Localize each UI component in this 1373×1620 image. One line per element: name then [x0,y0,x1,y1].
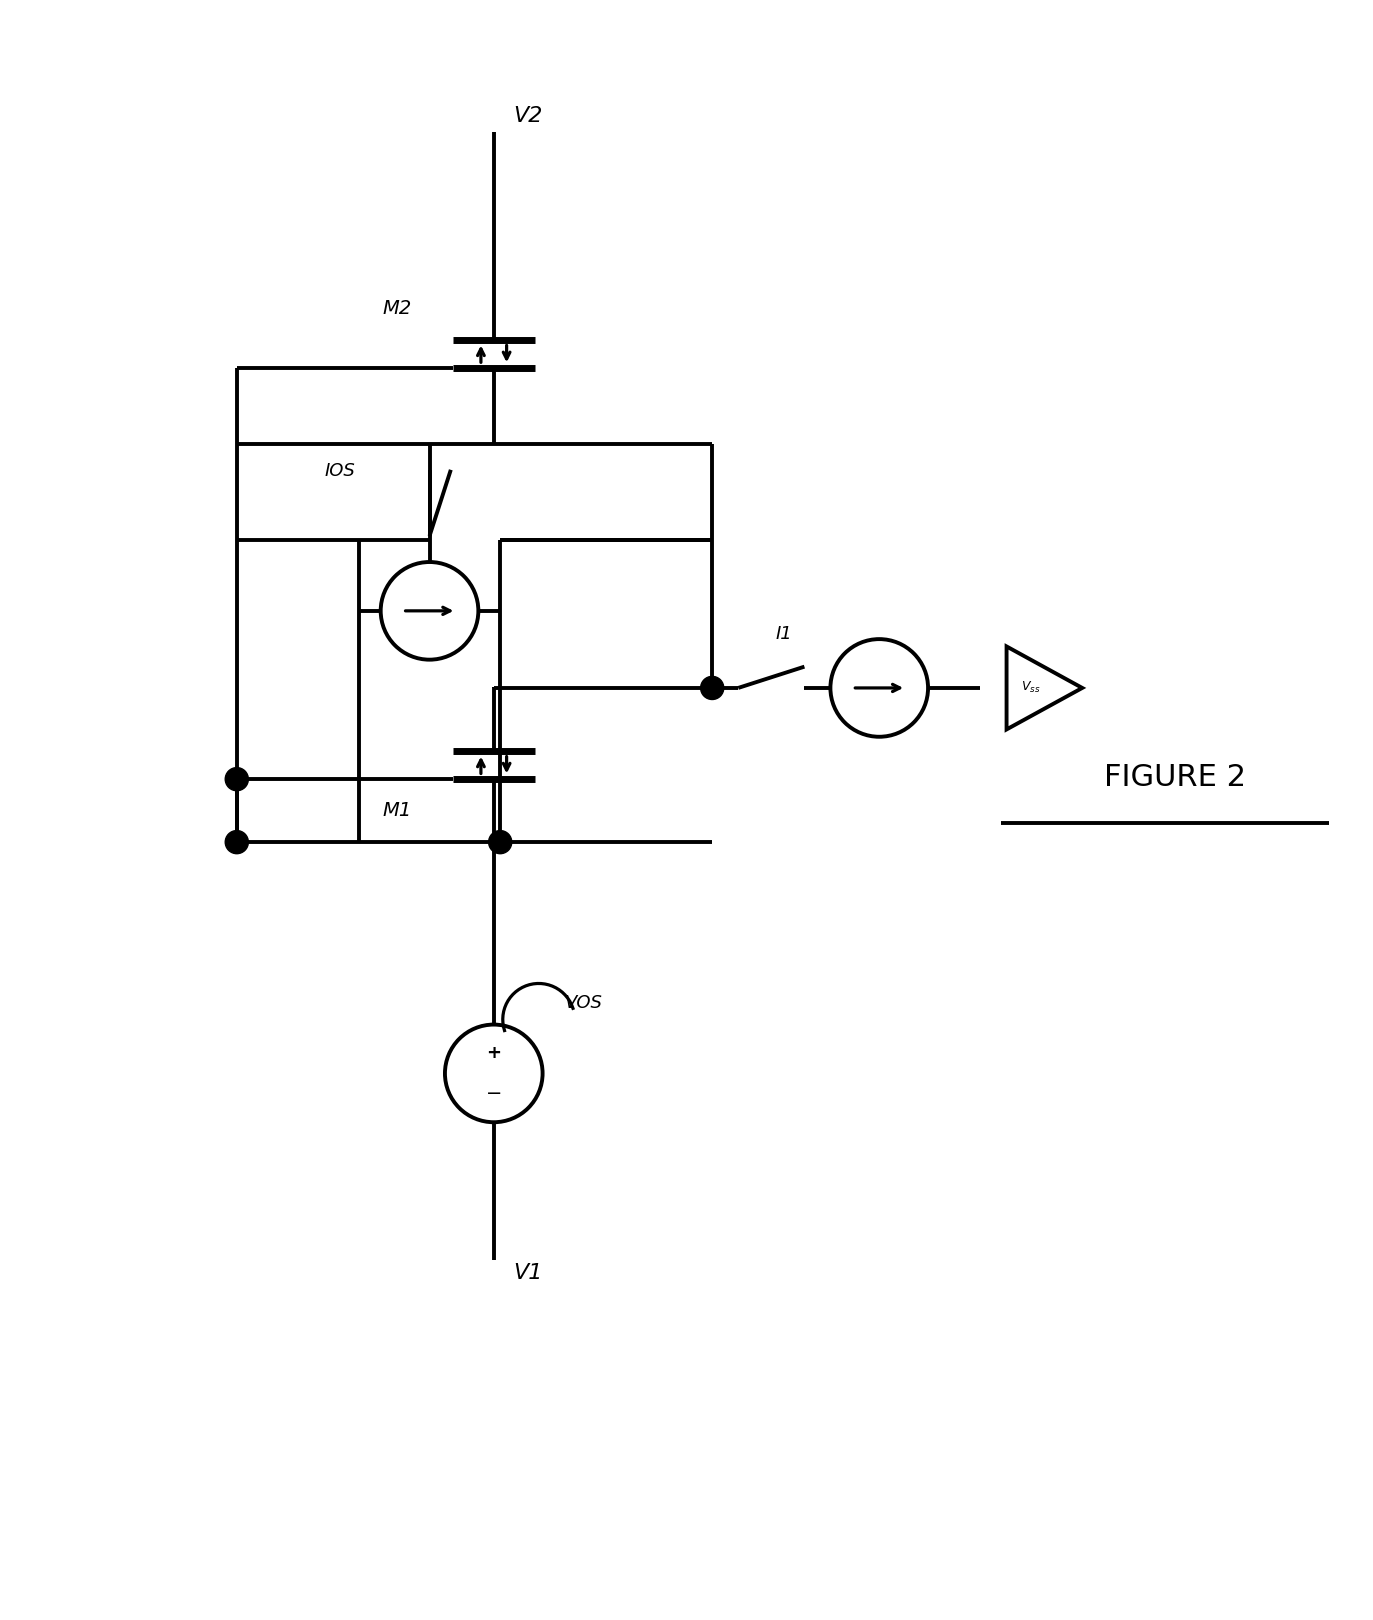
Circle shape [700,677,724,700]
Text: VOS: VOS [564,993,603,1012]
Text: −: − [486,1084,503,1103]
Text: V2: V2 [514,107,542,126]
Text: +: + [486,1043,501,1061]
Circle shape [489,831,512,854]
Text: M2: M2 [383,300,412,319]
Text: M1: M1 [383,800,412,820]
Text: I1: I1 [776,625,792,643]
Text: $V_{ss}$: $V_{ss}$ [1022,680,1041,695]
Text: IOS: IOS [324,462,356,480]
Text: FIGURE 2: FIGURE 2 [1104,763,1245,792]
Circle shape [225,831,249,854]
Text: V1: V1 [514,1262,542,1283]
Circle shape [225,768,249,791]
